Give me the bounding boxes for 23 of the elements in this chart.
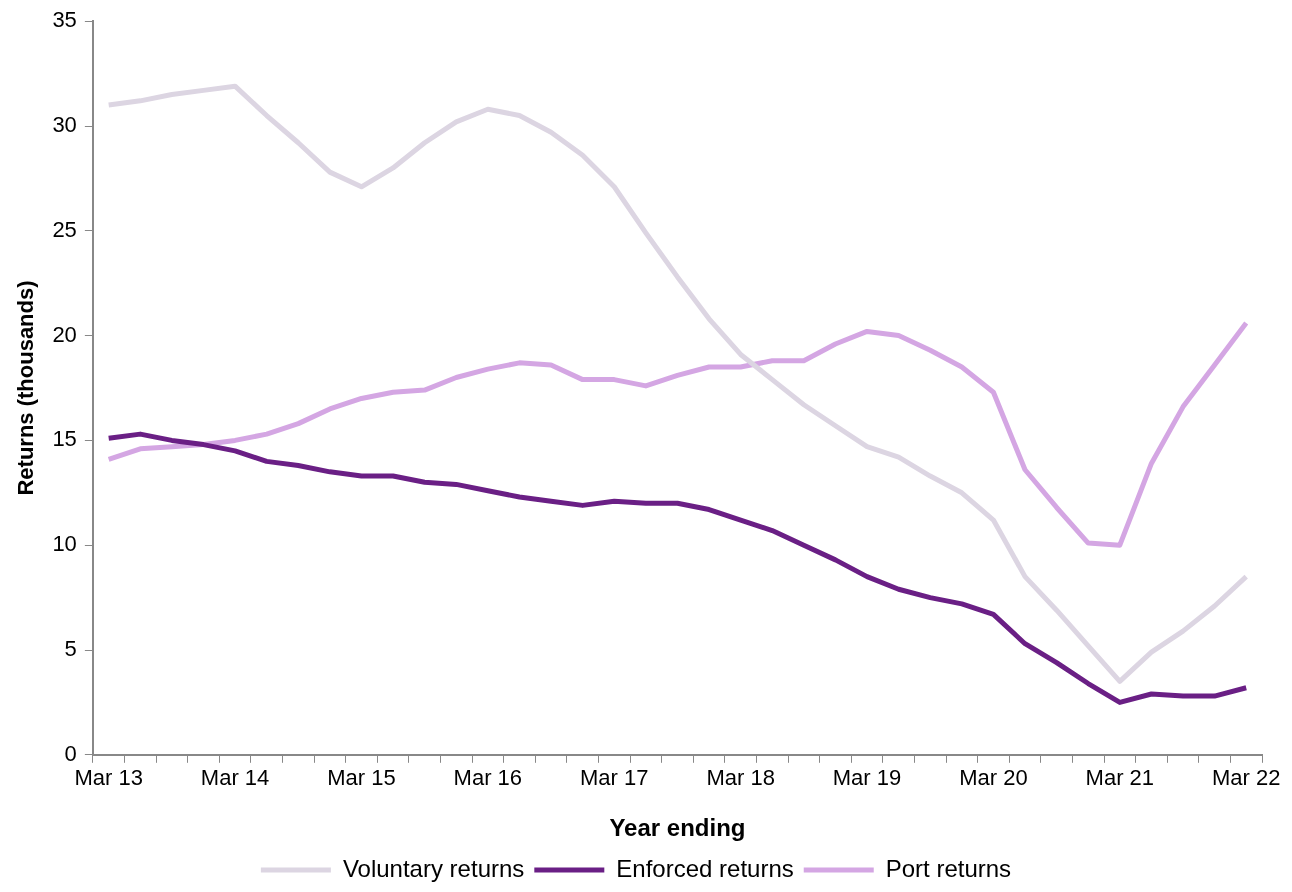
y-tick-label: 15 — [52, 426, 77, 452]
x-tick-label: Mar 16 — [453, 765, 523, 791]
x-tick-label: Mar 14 — [200, 765, 270, 791]
legend-label: Port returns — [885, 854, 1012, 882]
legend-label: Voluntary returns — [342, 854, 525, 882]
y-tick-label: 35 — [52, 7, 77, 33]
x-tick-label: Mar 19 — [832, 765, 902, 791]
y-tick-label: 10 — [52, 531, 77, 557]
x-tick-label: Mar 18 — [706, 765, 775, 791]
x-tick-label: Mar 20 — [959, 765, 1028, 791]
x-tick-label: Mar 15 — [327, 765, 396, 791]
x-axis-title: Year ending — [609, 814, 746, 842]
y-tick-label: 25 — [52, 216, 77, 242]
y-axis-title: Returns (thousands) — [13, 280, 39, 496]
y-tick-label: 5 — [64, 636, 77, 662]
y-tick-label: 20 — [52, 321, 77, 347]
x-tick-label: Mar 21 — [1085, 765, 1155, 791]
legend-label: Enforced returns — [616, 854, 794, 882]
y-tick-label: 30 — [52, 112, 77, 138]
y-tick-label: 0 — [64, 740, 77, 766]
x-tick-label: Mar 17 — [580, 765, 649, 791]
x-tick-label: Mar 13 — [74, 765, 143, 791]
x-tick-label: Mar 22 — [1211, 765, 1281, 791]
